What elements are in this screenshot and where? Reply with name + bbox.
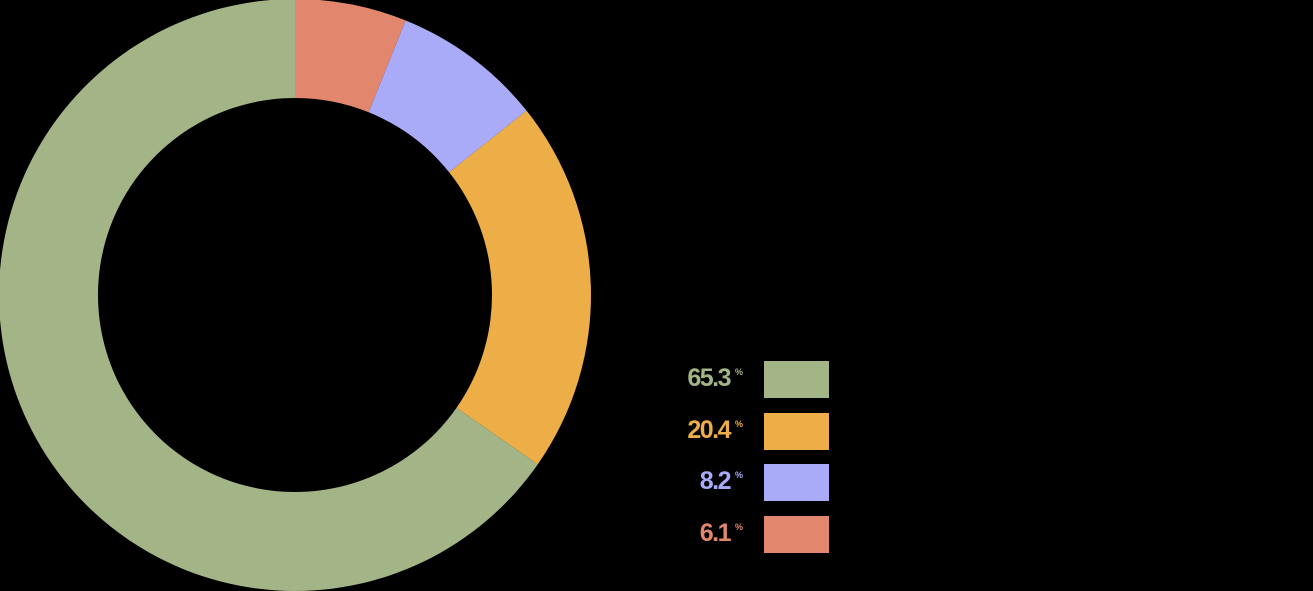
legend-item-1: 20.4 % [600, 411, 840, 451]
donut-slice-2 [368, 20, 527, 173]
legend-value: 6.1 [699, 518, 732, 547]
legend-value: 20.4 [687, 415, 731, 444]
legend-unit: % [735, 367, 744, 377]
legend-swatch [764, 464, 829, 501]
legend-item-3: 6.1 % [600, 514, 840, 554]
legend-value: 65.3 [687, 364, 731, 392]
donut-slice-0 [0, 0, 538, 591]
legend-swatch [764, 412, 829, 450]
legend: 65.3 % 20.4 % 8.2 % 6.1 % [600, 359, 840, 565]
legend-item-0: 65.3 % [600, 359, 840, 399]
legend-unit: % [735, 418, 744, 429]
legend-value: 8.2 [699, 467, 732, 495]
donut-slice-1 [449, 110, 591, 465]
legend-swatch [764, 361, 829, 398]
legend-unit: % [735, 470, 744, 480]
donut-slice-3 [295, 0, 406, 113]
legend-unit: % [735, 521, 744, 532]
legend-item-2: 8.2 % [600, 462, 840, 502]
donut-plot [0, 0, 591, 591]
legend-swatch [764, 515, 829, 553]
